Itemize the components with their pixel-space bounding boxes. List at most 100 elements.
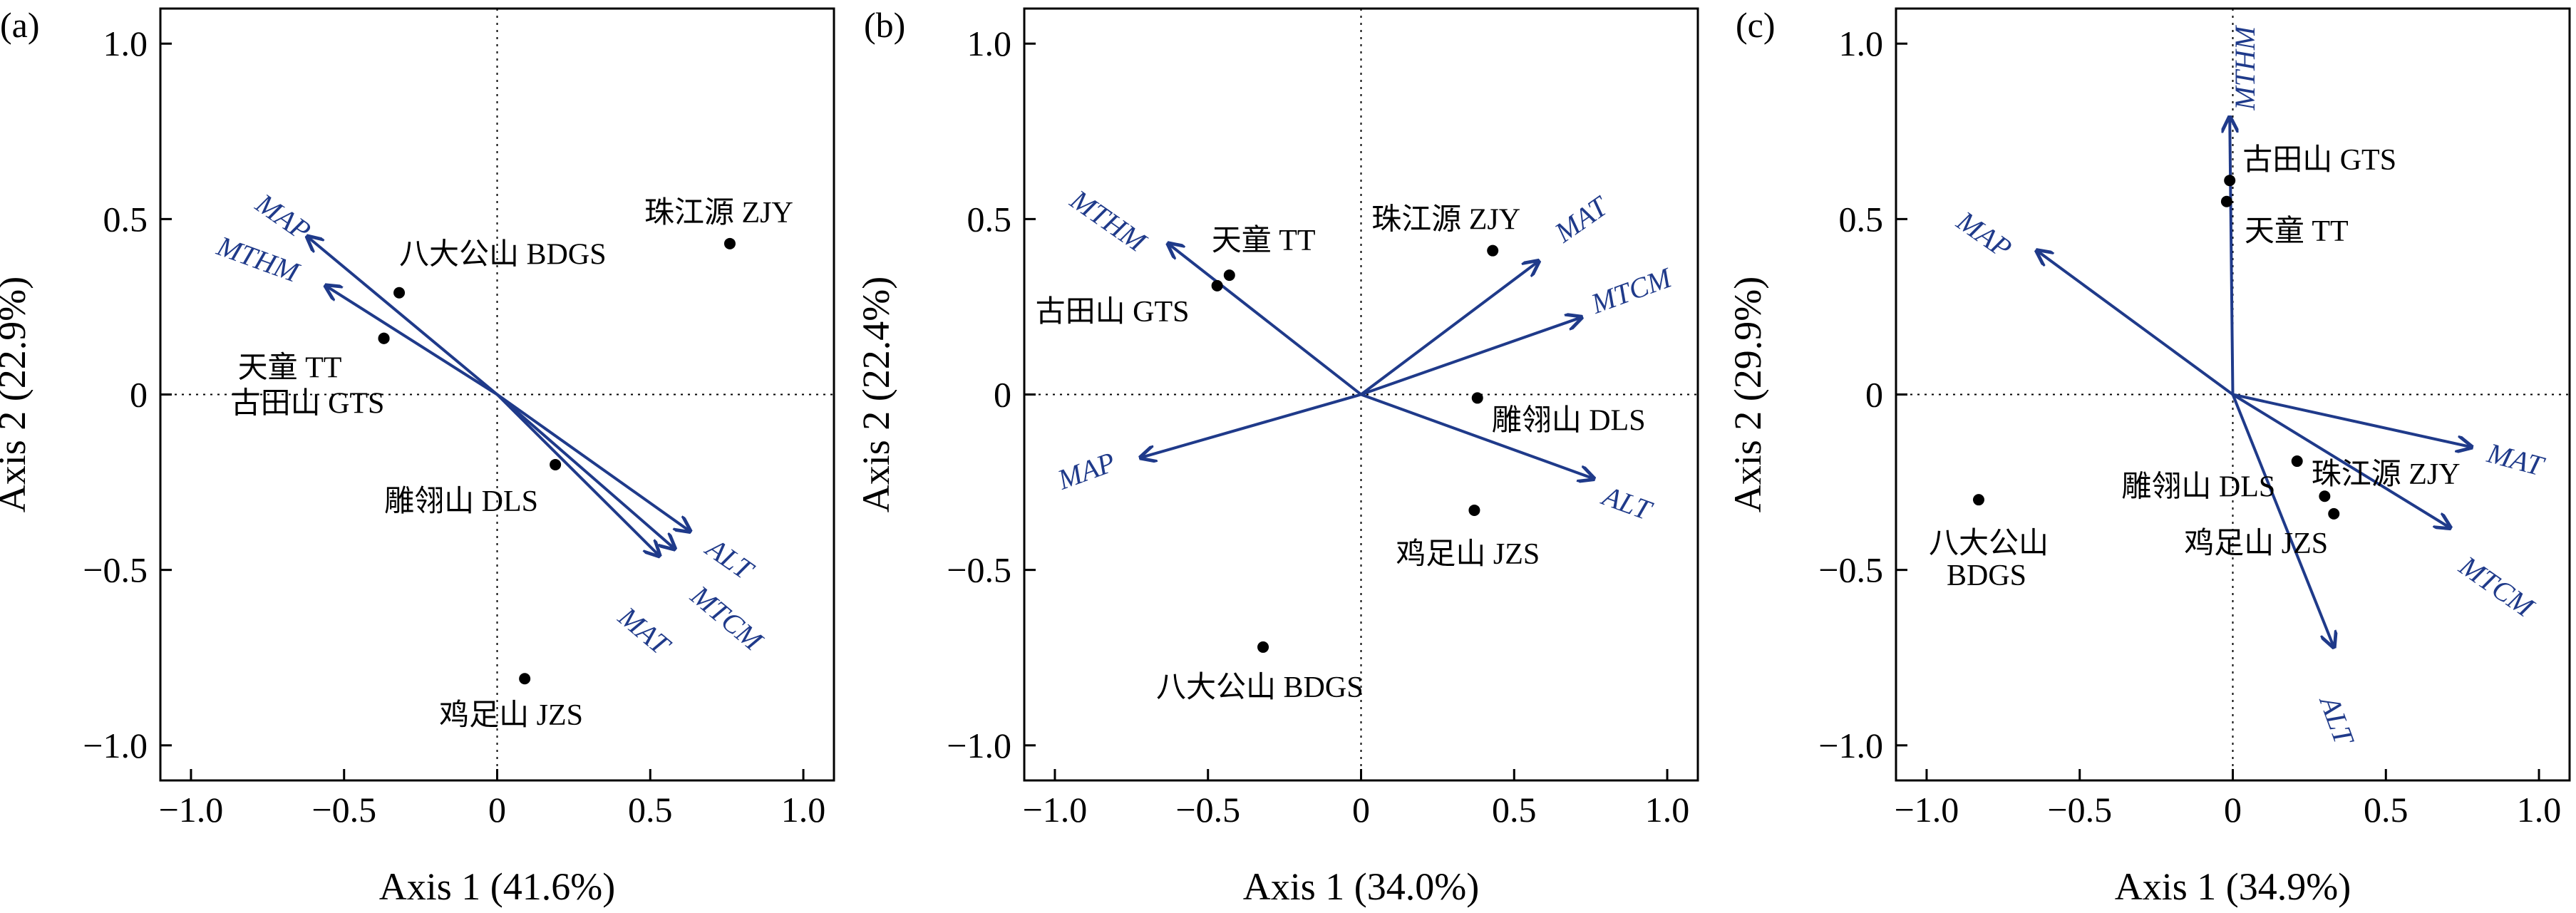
vector-label-mat: MAT	[1548, 189, 1614, 249]
site-point	[2328, 507, 2340, 520]
vector-mthm	[2230, 118, 2232, 395]
x-tick-label: −1.0	[159, 790, 224, 830]
y-tick-label: 0	[994, 375, 1011, 415]
site-label: 雕翎山 DLS	[2121, 470, 2275, 503]
site-label: 珠江源 ZJY	[1371, 204, 1520, 237]
x-tick-label: 0	[1352, 790, 1370, 830]
site-label: 雕翎山 DLS	[384, 485, 538, 518]
vector-mtcm	[496, 393, 675, 550]
y-tick-label: 0	[1865, 375, 1883, 415]
site-label: 古田山 GTS	[1036, 296, 1190, 329]
site-point	[519, 673, 531, 685]
y-tick-label: −0.5	[83, 550, 148, 590]
site-label: 古田山 GTS	[2242, 144, 2396, 177]
panel-1: −1.0 −0.5 0 0.5 1.0 −1.0 −0.5 0 0.5 1.0 Axis 1 (41…	[0, 5, 835, 908]
site-label: 天童 TT	[2245, 215, 2349, 248]
vector-label-map: MAP	[1053, 445, 1120, 496]
vector-label-mthm: MTHM	[1064, 183, 1153, 259]
site-point	[2220, 195, 2232, 207]
site-label: 天童 TT	[1212, 224, 1316, 257]
vector-alt	[496, 393, 691, 532]
x-tick-label: 1.0	[2517, 790, 2562, 830]
site-point	[1471, 392, 1483, 404]
y-axis-title: Axis 2 (22.4%)	[855, 277, 897, 512]
vector-label-mat: MAT	[612, 600, 678, 662]
y-axis-title: Axis 2 (22.9%)	[0, 277, 34, 512]
y-tick-label: 1.0	[967, 24, 1012, 63]
panel-2: −1.0 −0.5 0 0.5 1.0 −1.0 −0.5 0 0.5 1.0 Axis 1 (34…	[855, 5, 1699, 908]
x-axis-title: Axis 1 (34.0%)	[1243, 865, 1479, 908]
vector-mthm	[326, 286, 498, 396]
site-label: 珠江源 ZJY	[644, 197, 793, 229]
y-tick-label: 0.5	[1839, 199, 1884, 239]
site-point	[1468, 504, 1480, 516]
site-label: 鸡足山 JZS	[2184, 527, 2328, 560]
site-point	[550, 458, 562, 470]
site-point	[2224, 175, 2236, 187]
site-label: 雕翎山 DLS	[1492, 404, 1646, 437]
x-tick-label: 0.5	[2364, 790, 2408, 830]
vector-label-mat: MAT	[2483, 436, 2548, 483]
vector-label-mtcm: MTCM	[2453, 550, 2540, 624]
vector-label-map: MAP	[1951, 205, 2018, 265]
vector-mtcm	[1360, 317, 1582, 396]
site-point	[1257, 641, 1269, 653]
y-tick-label: −0.5	[947, 550, 1011, 590]
site-label: 鸡足山 JZS	[1396, 538, 1540, 571]
vector-mtcm	[2232, 393, 2451, 528]
x-tick-label: 1.0	[781, 790, 826, 830]
site-point	[1211, 279, 1223, 292]
y-tick-label: −0.5	[1818, 550, 1883, 590]
y-tick-label: −1.0	[947, 726, 1011, 765]
y-tick-label: 1.0	[103, 24, 148, 63]
vector-label-map: MAP	[249, 187, 316, 247]
site-label: BDGS	[1947, 559, 2026, 592]
vector-mthm	[1168, 244, 1362, 396]
y-tick-label: −1.0	[1818, 726, 1883, 765]
site-point	[1972, 494, 1984, 506]
site-point	[378, 332, 390, 344]
vector-alt	[2231, 393, 2334, 647]
panel-tag: (c)	[1736, 5, 1776, 45]
site-label: 珠江源 ZJY	[2312, 458, 2461, 491]
x-tick-label: 0	[2224, 790, 2242, 830]
vector-label-mtcm: MTCM	[1587, 261, 1677, 320]
x-tick-label: −0.5	[311, 790, 376, 830]
vector-label-alt: ALT	[699, 530, 760, 587]
site-point	[723, 237, 736, 249]
vector-alt	[1360, 393, 1594, 479]
vector-map	[2037, 251, 2234, 396]
site-label: 八大公山 BDGS	[1156, 671, 1364, 704]
vector-map	[307, 237, 498, 396]
site-point	[2319, 490, 2331, 502]
site-label: 八大公山	[1929, 527, 2049, 560]
vector-mat	[2232, 393, 2472, 448]
vector-label-alt: ALT	[2313, 690, 2361, 750]
site-point	[1487, 244, 1499, 257]
site-point	[2291, 455, 2303, 468]
x-axis-title: Axis 1 (34.9%)	[2115, 865, 2351, 908]
vector-label-alt: ALT	[1597, 479, 1657, 527]
x-tick-label: −0.5	[1175, 790, 1240, 830]
x-tick-label: −0.5	[2047, 790, 2112, 830]
panel-tag: (b)	[864, 5, 905, 45]
x-tick-label: −1.0	[1023, 790, 1088, 830]
site-label: 鸡足山 JZS	[439, 699, 583, 732]
vector-label-mtcm: MTCM	[684, 579, 770, 658]
vector-mat	[1360, 261, 1539, 396]
site-point	[1223, 269, 1235, 282]
y-tick-label: 0.5	[967, 199, 1012, 239]
site-point	[393, 287, 406, 299]
x-axis-title: Axis 1 (41.6%)	[379, 865, 615, 908]
x-tick-label: 0.5	[1492, 790, 1537, 830]
site-label: 古田山 GTS	[231, 388, 385, 421]
y-tick-label: 0.5	[103, 199, 148, 239]
vector-mat	[496, 393, 660, 556]
panel-3: −1.0 −0.5 0 0.5 1.0 −1.0 −0.5 0 0.5 1.0 Axis 1 (34…	[1726, 5, 2571, 908]
site-label: 天童 TT	[238, 351, 342, 385]
vector-map	[1140, 393, 1362, 458]
y-axis-title: Axis 2 (29.9%)	[1726, 277, 1769, 512]
x-tick-label: −1.0	[1895, 790, 1959, 830]
site-label: 八大公山 BDGS	[399, 239, 607, 272]
